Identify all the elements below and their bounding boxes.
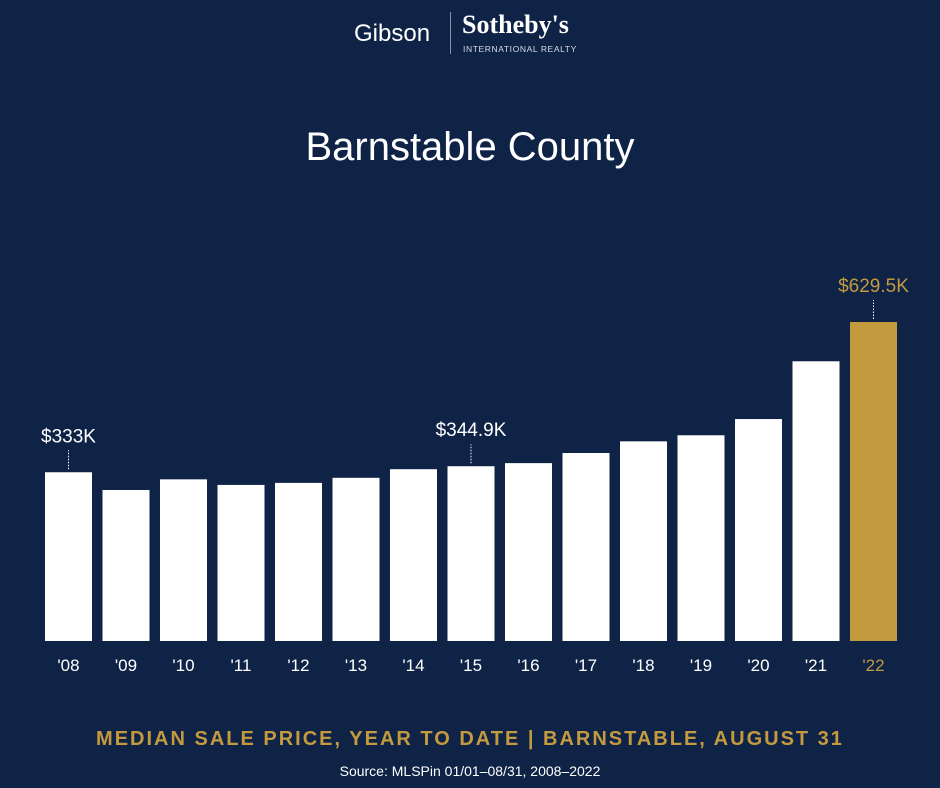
bar-13 xyxy=(332,477,380,641)
x-tick-label: '12 xyxy=(287,656,309,675)
bar-08 xyxy=(45,472,92,641)
logo-gibson: Gibson xyxy=(354,20,431,47)
bar-18 xyxy=(620,441,667,641)
bar-10 xyxy=(160,479,207,641)
x-tick-label: '16 xyxy=(517,656,539,675)
bar-09 xyxy=(102,489,150,641)
x-tick-label: '13 xyxy=(345,656,367,675)
x-tick-label: '10 xyxy=(172,656,194,675)
bar-11 xyxy=(217,484,265,641)
x-tick-label: '09 xyxy=(115,656,137,675)
x-tick-label: '17 xyxy=(575,656,597,675)
x-tick-label: '11 xyxy=(231,656,252,675)
x-tick-label: '18 xyxy=(632,656,654,675)
x-tick-label: '19 xyxy=(690,656,712,675)
x-tick-label: '14 xyxy=(402,656,424,675)
logo-sothebys: Sotheby's xyxy=(462,10,569,39)
x-tick-label: '22 xyxy=(862,656,884,675)
bar-17 xyxy=(562,452,610,641)
logo: Gibson Sotheby's INTERNATIONAL REALTY xyxy=(0,10,940,58)
chart-subtitle: MEDIAN SALE PRICE, YEAR TO DATE | BARNST… xyxy=(96,728,844,750)
bar-20 xyxy=(735,419,782,641)
x-tick-label: '21 xyxy=(805,656,827,675)
bar-15 xyxy=(447,466,495,641)
bar-14 xyxy=(390,469,437,641)
x-tick-label: '20 xyxy=(747,656,769,675)
logo-tagline: INTERNATIONAL REALTY xyxy=(463,44,577,54)
bar-21 xyxy=(792,361,840,641)
chart-title: Barnstable County xyxy=(305,125,635,169)
x-tick-label: '15 xyxy=(460,656,482,675)
data-label: $333K xyxy=(41,426,96,447)
logo-divider xyxy=(450,12,451,54)
bar-16 xyxy=(505,463,552,641)
bar-12 xyxy=(275,482,322,641)
source-note: Source: MLSPin 01/01–08/31, 2008–2022 xyxy=(339,763,601,779)
data-label: $344.9K xyxy=(436,420,507,441)
bar-19 xyxy=(677,435,725,641)
x-tick-label: '08 xyxy=(57,656,79,675)
bar-22 xyxy=(850,322,897,641)
data-label: $629.5K xyxy=(838,276,909,297)
